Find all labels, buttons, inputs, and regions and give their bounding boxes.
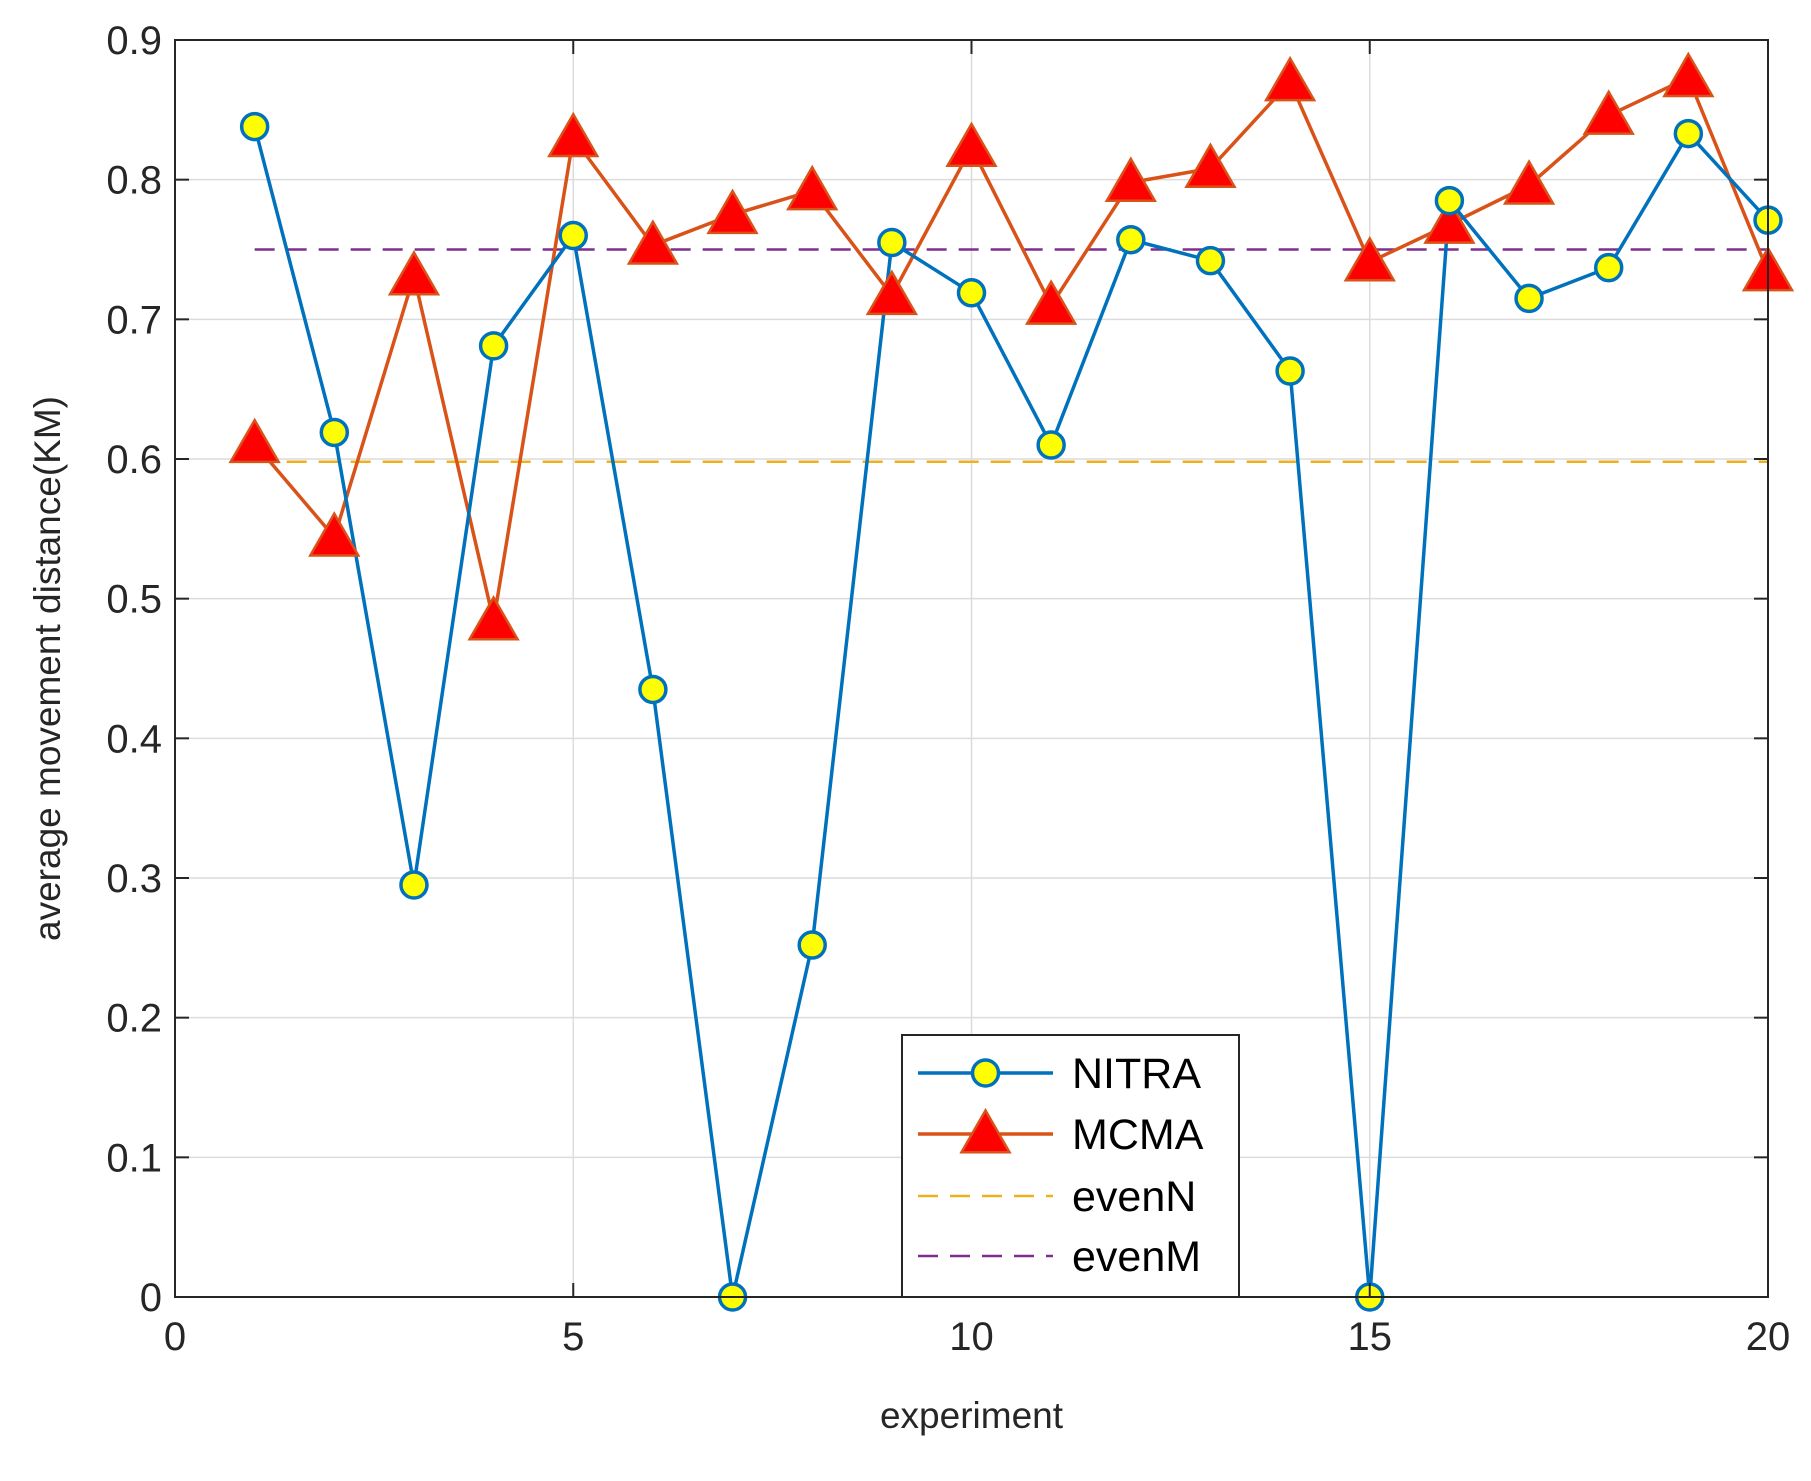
point-MCMA-4 xyxy=(467,594,520,641)
legend-label-MCMA: MCMA xyxy=(1072,1111,1204,1159)
point-MCMA-19 xyxy=(1662,51,1715,98)
reference-lines xyxy=(254,248,1768,464)
point-NITRA-17 xyxy=(1514,283,1544,314)
point-MCMA-1 xyxy=(228,417,281,464)
legend-label-NITRA: NITRA xyxy=(1072,1050,1201,1098)
point-NITRA-10 xyxy=(956,278,987,308)
point-NITRA-12 xyxy=(1116,224,1146,255)
point-MCMA-18 xyxy=(1582,89,1635,135)
point-MCMA-2 xyxy=(308,511,361,557)
point-MCMA-16 xyxy=(1423,198,1476,244)
point-NITRA-3 xyxy=(399,870,429,900)
point-MCMA-10 xyxy=(945,121,998,168)
legend-box xyxy=(901,1034,1240,1298)
point-MCMA-15 xyxy=(1343,235,1396,282)
point-MCMA-5 xyxy=(547,111,600,158)
point-NITRA-1 xyxy=(239,111,270,142)
x-tick-label: 5 xyxy=(562,1315,584,1359)
data-markers xyxy=(228,51,1795,1312)
y-tick-label: 0 xyxy=(140,1276,162,1320)
point-MCMA-3 xyxy=(387,249,441,296)
legend-marker-NITRA xyxy=(970,1058,1001,1088)
y-tick-label: 0.1 xyxy=(106,1136,162,1180)
legend-label-evenM: evenM xyxy=(1072,1233,1201,1281)
x-tick-label: 15 xyxy=(1348,1315,1393,1359)
point-MCMA-13 xyxy=(1184,142,1237,188)
point-NITRA-6 xyxy=(638,674,668,705)
point-MCMA-17 xyxy=(1502,159,1556,205)
y-tick-label: 0.5 xyxy=(106,578,162,622)
x-tick-label: 20 xyxy=(1746,1315,1791,1359)
point-NITRA-4 xyxy=(478,331,509,361)
legend-label-evenN: evenN xyxy=(1072,1173,1196,1221)
point-NITRA-18 xyxy=(1593,252,1624,283)
y-tick-label: 0.2 xyxy=(106,997,162,1041)
point-NITRA-14 xyxy=(1275,356,1305,386)
y-tick-label: 0.8 xyxy=(106,159,162,203)
x-tick-label: 10 xyxy=(949,1315,994,1359)
y-tick-label: 0.9 xyxy=(106,19,162,63)
point-MCMA-8 xyxy=(786,164,839,211)
point-MCMA-7 xyxy=(706,188,759,235)
point-NITRA-19 xyxy=(1673,118,1704,149)
point-NITRA-11 xyxy=(1036,430,1066,460)
point-NITRA-8 xyxy=(797,930,827,960)
legend: NITRA MCMA evenN evenM xyxy=(901,1034,1240,1298)
series-line-NITRA xyxy=(252,126,1770,1299)
point-NITRA-9 xyxy=(877,227,907,258)
y-tick-label: 0.6 xyxy=(106,438,162,482)
legend-marker-MCMA xyxy=(959,1107,1012,1154)
point-MCMA-12 xyxy=(1104,156,1157,202)
y-axis-label: average movement distance(KM) xyxy=(27,396,68,941)
y-tick-label: 0.7 xyxy=(106,298,162,342)
x-axis-label: experiment xyxy=(880,1395,1064,1436)
point-NITRA-2 xyxy=(319,417,350,448)
point-NITRA-16 xyxy=(1434,185,1465,216)
point-NITRA-5 xyxy=(558,220,588,251)
axis-ticks xyxy=(174,39,1769,1298)
tick-labels: 0 5 10 15 20 0 0.1 0.2 0.3 0.4 0.5 0.6 0.7 0.8 0.9 xyxy=(106,19,1790,1359)
point-MCMA-14 xyxy=(1263,55,1317,102)
point-NITRA-13 xyxy=(1195,245,1226,276)
y-tick-label: 0.4 xyxy=(106,717,162,761)
point-MCMA-9 xyxy=(865,269,919,316)
point-MCMA-11 xyxy=(1024,279,1078,325)
point-MCMA-6 xyxy=(626,219,680,265)
x-tick-label: 0 xyxy=(164,1315,186,1359)
y-tick-label: 0.3 xyxy=(106,857,162,901)
